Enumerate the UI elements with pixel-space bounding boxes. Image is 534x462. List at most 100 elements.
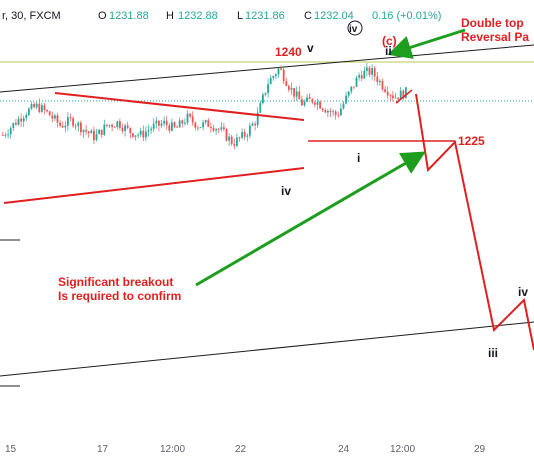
candle-body	[54, 115, 56, 119]
candle-body	[282, 69, 285, 82]
candle-body	[106, 124, 108, 126]
candle-body	[223, 127, 225, 130]
candle-body	[108, 124, 111, 126]
candle-body	[324, 110, 327, 113]
candle-body	[202, 122, 204, 128]
breakout-arrow[interactable]	[195, 151, 426, 287]
candle-body	[165, 120, 168, 126]
candle-body	[184, 122, 186, 124]
candle-body	[207, 120, 210, 127]
candle-body	[51, 115, 54, 119]
candle-body	[204, 120, 207, 123]
annotation-1225: 1225	[458, 134, 485, 148]
candle-body	[171, 122, 173, 131]
candle-body	[178, 120, 181, 128]
candle-body	[12, 122, 15, 129]
candle-body	[2, 135, 4, 136]
candle-body	[389, 95, 392, 97]
candle-body	[285, 81, 288, 86]
candle-body	[215, 129, 217, 131]
candle-body	[181, 120, 184, 124]
candle-body	[233, 143, 236, 146]
candle-body	[381, 80, 384, 90]
candle-body	[220, 127, 223, 130]
breakout-note-line-2: Is required to confirm	[58, 289, 181, 303]
wave-projection-path[interactable]	[415, 93, 534, 351]
candle-body	[386, 91, 389, 96]
candle-body	[251, 123, 254, 126]
triangle-upper-line[interactable]	[54, 92, 305, 121]
candle-body	[46, 110, 48, 112]
candle-body	[373, 68, 376, 77]
candle-body	[72, 118, 74, 126]
candle-body	[243, 132, 246, 137]
low-label: L	[237, 10, 243, 22]
candle-body	[7, 134, 9, 136]
change-value: 0.16 (+0.01%)	[372, 10, 441, 22]
annotation-wave-iv: iv	[281, 184, 291, 198]
annotation-projected-iv: iv	[518, 285, 528, 299]
candle-body	[360, 75, 363, 79]
candle-body	[254, 123, 256, 126]
candle-body	[93, 130, 95, 141]
candle-body	[158, 120, 160, 126]
candle-body	[384, 89, 386, 92]
candle-body	[56, 115, 59, 123]
candle-body	[267, 84, 269, 93]
triangle-lower-line[interactable]	[3, 167, 305, 204]
candle-body	[371, 68, 373, 75]
open-value: 1231.88	[109, 10, 149, 22]
x-axis: 15 17 12:00 22 24 12:00 29	[5, 444, 486, 455]
candle-body	[397, 97, 399, 100]
candle-body	[345, 95, 347, 104]
wave-projection-start[interactable]	[395, 89, 413, 104]
candle-body	[17, 118, 20, 125]
candle-body	[399, 90, 402, 100]
candle-body	[217, 129, 220, 131]
candle-body	[353, 86, 355, 88]
channel-upper-line[interactable]	[0, 44, 534, 93]
candle-body	[35, 103, 38, 108]
candle-body	[280, 68, 282, 70]
candle-body	[194, 122, 197, 128]
candle-body	[145, 131, 147, 138]
close-value: 1232.04	[314, 10, 354, 22]
double-top-note-line-2: Reversal Pa	[461, 30, 529, 44]
candle-body	[368, 67, 371, 75]
candle-body	[228, 136, 230, 141]
candle-body	[176, 126, 178, 128]
candle-body	[337, 115, 340, 116]
candle-body	[340, 108, 342, 116]
annotation-wave-i: i	[357, 151, 360, 165]
candle-body	[197, 127, 199, 129]
symbol-label: r, 30, FXCM	[2, 10, 61, 22]
candle-body	[150, 128, 152, 131]
x-tick-label: 12:00	[390, 444, 415, 455]
candle-body	[350, 86, 353, 92]
candle-body	[124, 125, 126, 131]
channel-lower-line[interactable]	[0, 321, 534, 377]
candle-body	[67, 117, 69, 126]
candle-body	[61, 125, 64, 128]
candle-body	[259, 103, 262, 113]
ohlc-legend: r, 30, FXCM O 1231.88 H 1232.88 L 1231.8…	[2, 10, 441, 22]
candlestick-series	[2, 62, 407, 150]
low-value: 1231.86	[245, 10, 285, 22]
double-top-arrow[interactable]	[387, 28, 466, 59]
candle-body	[119, 121, 121, 128]
candle-body	[77, 122, 80, 126]
annotation-wave-iv-circled: iv	[349, 24, 358, 35]
candle-body	[74, 125, 77, 127]
high-value: 1232.88	[178, 10, 218, 22]
candle-body	[139, 130, 142, 135]
candle-body	[358, 75, 360, 78]
candle-body	[342, 103, 345, 109]
candle-body	[363, 70, 366, 79]
candle-body	[41, 105, 43, 112]
candle-body	[238, 137, 241, 139]
wave-iv-circle-icon	[347, 20, 363, 36]
candle-body	[392, 95, 394, 99]
candle-body	[113, 126, 116, 128]
candle-body	[95, 134, 98, 141]
